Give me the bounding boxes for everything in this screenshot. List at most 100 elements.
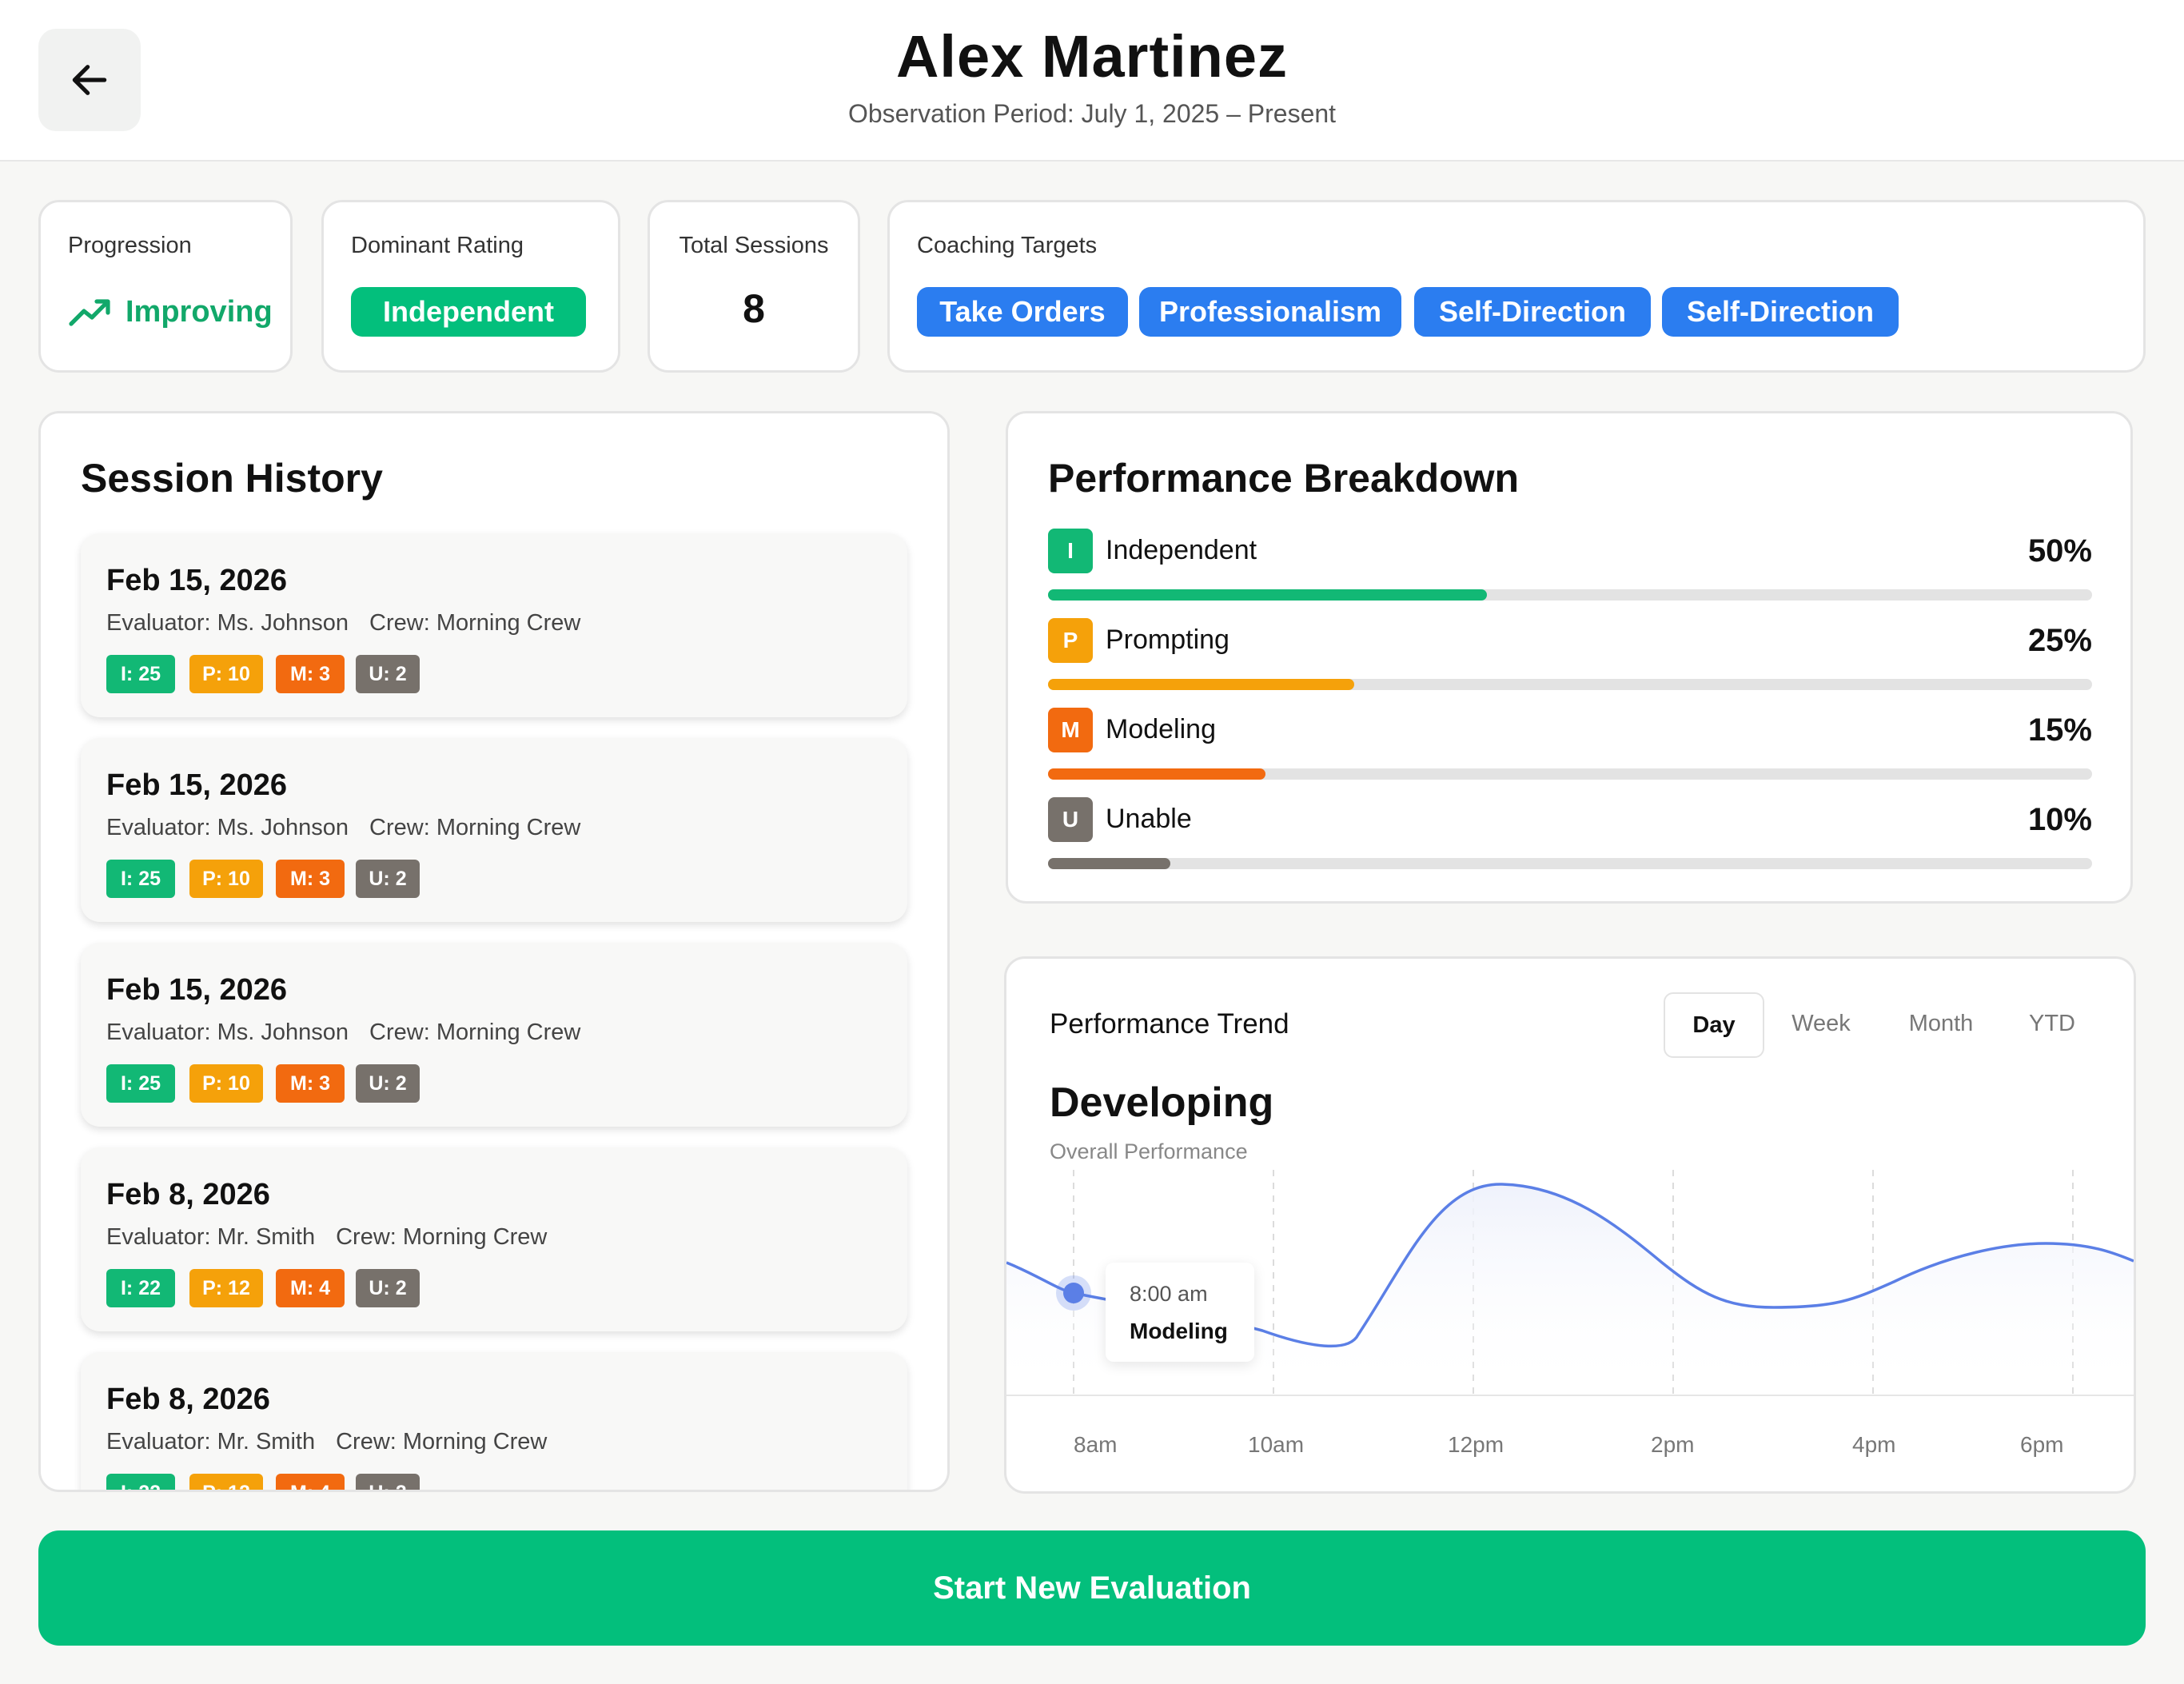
- back-button[interactable]: [38, 29, 141, 131]
- rating-progress-fill: [1048, 858, 1170, 869]
- target-self-direction[interactable]: Self-Direction: [1662, 287, 1899, 337]
- session-evaluator: Evaluator: Ms. Johnson: [106, 1020, 349, 1045]
- tab-week[interactable]: Week: [1791, 1010, 1851, 1036]
- target-take-orders[interactable]: Take Orders: [917, 287, 1128, 337]
- independent-count-badge: I: 22: [106, 1474, 175, 1490]
- session-meta: Evaluator: Mr. Smith Crew: Morning Crew: [106, 1224, 547, 1251]
- tab-ytd[interactable]: YTD: [2029, 1010, 2075, 1036]
- tooltip-value: Modeling: [1130, 1319, 1228, 1343]
- x-label-12pm: 12pm: [1448, 1432, 1504, 1457]
- session-crew: Crew: Morning Crew: [369, 815, 581, 840]
- performance-trend-panel: Performance Trend Day Week Month YTD Dev…: [1004, 956, 2136, 1494]
- target-self-direction[interactable]: Self-Direction: [1414, 287, 1651, 337]
- coaching-targets-card: Coaching Targets Take Orders Professiona…: [887, 200, 2146, 373]
- dominant-rating-card: Dominant Rating Independent: [321, 200, 620, 373]
- session-meta: Evaluator: Ms. Johnson Crew: Morning Crew: [106, 815, 580, 841]
- target-professionalism[interactable]: Professionalism: [1139, 287, 1401, 337]
- rating-progress-track: [1048, 589, 2092, 601]
- page-title: Alex Martinez: [895, 23, 1289, 90]
- rating-percent: 50%: [2027, 533, 2092, 569]
- session-date: Feb 8, 2026: [106, 1178, 270, 1211]
- rating-progress-track: [1048, 858, 2092, 869]
- trend-caption: Overall Performance: [1050, 1139, 1248, 1163]
- prompting-count-badge: P: 10: [189, 1064, 263, 1103]
- performance-breakdown-title: Performance Breakdown: [1048, 456, 1520, 501]
- x-label-4pm: 4pm: [1852, 1432, 1896, 1457]
- rating-name: Prompting: [1106, 625, 1229, 655]
- session-card[interactable]: Feb 8, 2026 Evaluator: Mr. Smith Crew: Mo…: [81, 1352, 907, 1490]
- trend-chart: [1006, 1170, 2134, 1396]
- session-evaluator: Evaluator: Mr. Smith: [106, 1224, 316, 1250]
- coaching-targets-label: Coaching Targets: [917, 233, 1098, 258]
- session-card[interactable]: Feb 15, 2026 Evaluator: Ms. Johnson Crew:…: [81, 738, 907, 922]
- rating-progress-track: [1048, 768, 2092, 780]
- prompting-count-badge: P: 10: [189, 860, 263, 898]
- rating-name: Unable: [1106, 804, 1192, 834]
- arrow-left-icon: [72, 65, 107, 95]
- rating-progress-fill: [1048, 679, 1354, 690]
- session-card[interactable]: Feb 8, 2026 Evaluator: Mr. Smith Crew: Mo…: [81, 1147, 907, 1331]
- session-date: Feb 8, 2026: [106, 1383, 270, 1416]
- start-new-evaluation-button[interactable]: Start New Evaluation: [38, 1530, 2146, 1646]
- unable-count-badge: U: 2: [356, 1064, 420, 1103]
- session-meta: Evaluator: Ms. Johnson Crew: Morning Crew: [106, 1020, 580, 1046]
- unable-count-badge: U: 2: [356, 1269, 420, 1307]
- tab-day[interactable]: Day: [1664, 992, 1764, 1058]
- tab-month[interactable]: Month: [1908, 1010, 1974, 1036]
- modeling-count-badge: M: 4: [276, 1269, 345, 1307]
- session-crew: Crew: Morning Crew: [336, 1224, 548, 1250]
- prompting-count-badge: P: 12: [189, 1474, 263, 1490]
- modeling-count-badge: M: 3: [276, 655, 345, 693]
- trend-point: [1063, 1283, 1084, 1303]
- independent-count-badge: I: 25: [106, 860, 175, 898]
- session-card[interactable]: Feb 15, 2026 Evaluator: Ms. Johnson Crew:…: [81, 943, 907, 1127]
- trend-tooltip: 8:00 am Modeling: [1106, 1263, 1254, 1362]
- trending-up-icon: [69, 299, 110, 326]
- session-history-title: Session History: [81, 456, 383, 501]
- rating-progress-fill: [1048, 768, 1265, 780]
- rating-letter-icon: U: [1048, 797, 1093, 842]
- prompting-count-badge: P: 10: [189, 655, 263, 693]
- total-sessions-card: Total Sessions 8: [648, 200, 860, 373]
- session-crew: Crew: Morning Crew: [369, 1020, 581, 1045]
- rating-progress-fill: [1048, 589, 1487, 601]
- session-card[interactable]: Feb 15, 2026 Evaluator: Ms. Johnson Crew:…: [81, 533, 907, 717]
- session-meta: Evaluator: Ms. Johnson Crew: Morning Crew: [106, 610, 580, 636]
- progression-label: Progression: [68, 233, 192, 258]
- x-label-10am: 10am: [1248, 1432, 1305, 1457]
- x-label-8am: 8am: [1074, 1432, 1118, 1457]
- observation-period: Observation Period: July 1, 2025 – Prese…: [847, 99, 1337, 128]
- session-crew: Crew: Morning Crew: [336, 1429, 548, 1455]
- rating-percent: 25%: [2027, 623, 2092, 658]
- session-evaluator: Evaluator: Ms. Johnson: [106, 815, 349, 840]
- progression-value: Improving: [126, 295, 273, 329]
- header: Alex Martinez Observation Period: July 1…: [0, 0, 2184, 162]
- breakdown-row-unable: U Unable 10%: [1048, 797, 2092, 877]
- session-crew: Crew: Morning Crew: [369, 610, 581, 636]
- performance-trend-title: Performance Trend: [1050, 1008, 1289, 1040]
- session-date: Feb 15, 2026: [106, 973, 288, 1007]
- rating-percent: 10%: [2027, 802, 2092, 837]
- x-label-2pm: 2pm: [1651, 1432, 1695, 1457]
- independent-count-badge: I: 25: [106, 655, 175, 693]
- modeling-count-badge: M: 4: [276, 1474, 345, 1490]
- breakdown-row-modeling: M Modeling 15%: [1048, 708, 2092, 788]
- x-label-6pm: 6pm: [2020, 1432, 2064, 1457]
- dominant-rating-badge: Independent: [351, 287, 586, 337]
- modeling-count-badge: M: 3: [276, 860, 345, 898]
- rating-percent: 15%: [2027, 712, 2092, 748]
- rating-name: Modeling: [1106, 714, 1216, 744]
- independent-count-badge: I: 25: [106, 1064, 175, 1103]
- rating-letter-icon: I: [1048, 529, 1093, 573]
- session-date: Feb 15, 2026: [106, 564, 288, 597]
- total-sessions-value: 8: [743, 286, 765, 331]
- modeling-count-badge: M: 3: [276, 1064, 345, 1103]
- session-evaluator: Evaluator: Ms. Johnson: [106, 610, 349, 636]
- independent-count-badge: I: 22: [106, 1269, 175, 1307]
- session-date: Feb 15, 2026: [106, 768, 288, 802]
- tooltip-time: 8:00 am: [1130, 1282, 1208, 1306]
- rating-letter-icon: M: [1048, 708, 1093, 752]
- breakdown-row-prompting: P Prompting 25%: [1048, 618, 2092, 698]
- dominant-rating-label: Dominant Rating: [351, 233, 524, 258]
- session-evaluator: Evaluator: Mr. Smith: [106, 1429, 316, 1455]
